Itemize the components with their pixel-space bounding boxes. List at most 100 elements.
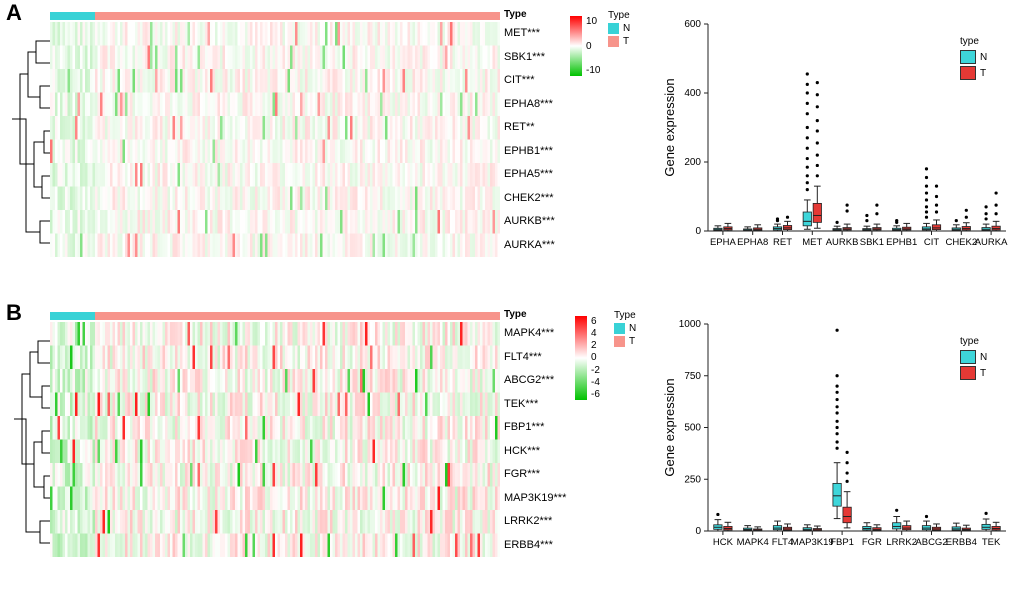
- svg-text:250: 250: [684, 474, 701, 485]
- svg-text:Gene expression: Gene expression: [662, 378, 677, 476]
- figure-root: A MET*** SBK1*** CIT*** EPHA8: [0, 0, 1020, 607]
- legend-title: type: [960, 36, 987, 47]
- scale-tick: 2: [591, 340, 600, 351]
- svg-text:EPHA: EPHA: [710, 237, 737, 248]
- swatch-t: [960, 366, 976, 380]
- panel-label-a: A: [6, 0, 22, 26]
- scale-tick: -6: [591, 389, 600, 400]
- heatmap-rowlabels-b: MAPK4*** FLT4*** ABCG2*** TEK*** FBP1*** HCK*…: [504, 322, 566, 557]
- heatmap-rowlabel: FGR***: [504, 469, 566, 480]
- legend-item-t: T: [980, 68, 986, 79]
- heatmap-rowlabel: MET***: [504, 28, 555, 39]
- scale-tick: 10: [586, 16, 600, 27]
- svg-text:CIT: CIT: [924, 237, 940, 248]
- svg-text:FBP1: FBP1: [830, 537, 854, 548]
- svg-text:MET: MET: [802, 237, 822, 248]
- type-key-title: Type: [608, 10, 630, 21]
- svg-text:AURKA: AURKA: [975, 237, 1008, 248]
- legend-title: type: [960, 336, 987, 347]
- swatch-t: [614, 336, 625, 347]
- heatmap-rowlabel: EPHB1***: [504, 146, 555, 157]
- scale-tick: 0: [586, 41, 600, 52]
- boxplot-legend-b: type N T: [960, 336, 987, 382]
- heatmap-rowlabel: EPHA5***: [504, 169, 555, 180]
- scale-tick: 0: [591, 352, 600, 363]
- heatmap-rowlabel: SBK1***: [504, 52, 555, 63]
- scale-legend-b: [575, 316, 587, 400]
- svg-text:1000: 1000: [679, 319, 702, 330]
- svg-text:TEK: TEK: [982, 537, 1001, 548]
- svg-text:ABCG2: ABCG2: [915, 537, 947, 548]
- heatmap-rowlabel: ABCG2***: [504, 375, 566, 386]
- svg-text:FGR: FGR: [862, 537, 882, 548]
- svg-text:400: 400: [684, 88, 701, 99]
- swatch-n: [960, 50, 976, 64]
- heatmap-rowlabel: HCK***: [504, 446, 566, 457]
- heatmap-rowlabel: EPHA8***: [504, 99, 555, 110]
- heatmap-rowlabel: AURKA***: [504, 240, 555, 251]
- type-seg-n: [50, 312, 95, 320]
- heatmap-rowlabel: CIT***: [504, 75, 555, 86]
- heatmap-b: [50, 322, 500, 557]
- svg-text:200: 200: [684, 157, 701, 168]
- heatmap-rowlabel: CHEK2***: [504, 193, 555, 204]
- type-seg-t: [95, 312, 500, 320]
- swatch-t: [608, 36, 619, 47]
- svg-text:MAPK4: MAPK4: [737, 537, 769, 548]
- type-bar-b: [50, 312, 500, 320]
- svg-text:SBK1: SBK1: [860, 237, 884, 248]
- type-key-a: Type N T: [608, 10, 630, 49]
- heatmap-rowlabel: FBP1***: [504, 422, 566, 433]
- svg-text:EPHB1: EPHB1: [886, 237, 917, 248]
- scale-legend-a: [570, 16, 582, 76]
- svg-text:RET: RET: [773, 237, 792, 248]
- swatch-t: [960, 66, 976, 80]
- legend-item-n: N: [629, 323, 636, 334]
- svg-text:500: 500: [684, 423, 701, 434]
- heatmap-rowlabel: MAPK4***: [504, 328, 566, 339]
- scale-tick: 4: [591, 328, 600, 339]
- scale-ticks-a: 10 0 -10: [586, 16, 600, 76]
- heatmap-rowlabel: TEK***: [504, 399, 566, 410]
- panel-label-b: B: [6, 300, 22, 326]
- heatmap-rowlabel: FLT4***: [504, 352, 566, 363]
- type-label-b: Type: [504, 309, 527, 320]
- svg-text:AURKB: AURKB: [826, 237, 859, 248]
- type-key-title: Type: [614, 310, 636, 321]
- svg-text:EPHA8: EPHA8: [737, 237, 768, 248]
- heatmap-rowlabel: ERBB4***: [504, 540, 566, 551]
- swatch-n: [614, 323, 625, 334]
- swatch-n: [608, 23, 619, 34]
- heatmap-rowlabels-a: MET*** SBK1*** CIT*** EPHA8*** RET** EPHB1***…: [504, 22, 555, 257]
- svg-text:Gene expression: Gene expression: [662, 78, 677, 176]
- legend-item-t: T: [629, 336, 635, 347]
- boxplot-a: 0200400600Gene expressionEPHAEPHA8RETMET…: [660, 18, 1010, 273]
- scale-ticks-b: 6420 -2-4-6: [591, 316, 600, 400]
- type-seg-t: [95, 12, 500, 20]
- scale-tick: -10: [586, 65, 600, 76]
- scale-tick: -4: [591, 377, 600, 388]
- type-key-b: Type N T: [614, 310, 636, 349]
- legend-item-n: N: [623, 23, 630, 34]
- type-bar-a: [50, 12, 500, 20]
- scale-tick: -2: [591, 365, 600, 376]
- heatmap-rowlabel: LRRK2***: [504, 516, 566, 527]
- heatmap-a: [50, 22, 500, 257]
- svg-text:HCK: HCK: [713, 537, 734, 548]
- type-label-a: Type: [504, 9, 527, 20]
- dendrogram-b: [6, 328, 50, 558]
- legend-item-n: N: [980, 352, 987, 363]
- svg-text:0: 0: [695, 526, 701, 537]
- boxplot-legend-a: type N T: [960, 36, 987, 82]
- heatmap-rowlabel: AURKB***: [504, 216, 555, 227]
- svg-text:ERBB4: ERBB4: [946, 537, 977, 548]
- boxplot-b: 02505007501000Gene expressionHCKMAPK4FLT…: [660, 318, 1010, 573]
- legend-item-t: T: [623, 36, 629, 47]
- scale-tick: 6: [591, 316, 600, 327]
- heatmap-rowlabel: RET**: [504, 122, 555, 133]
- legend-item-t: T: [980, 368, 986, 379]
- svg-text:600: 600: [684, 19, 701, 30]
- svg-text:LRRK2: LRRK2: [886, 537, 917, 548]
- svg-text:MAP3K19: MAP3K19: [791, 537, 834, 548]
- type-seg-n: [50, 12, 95, 20]
